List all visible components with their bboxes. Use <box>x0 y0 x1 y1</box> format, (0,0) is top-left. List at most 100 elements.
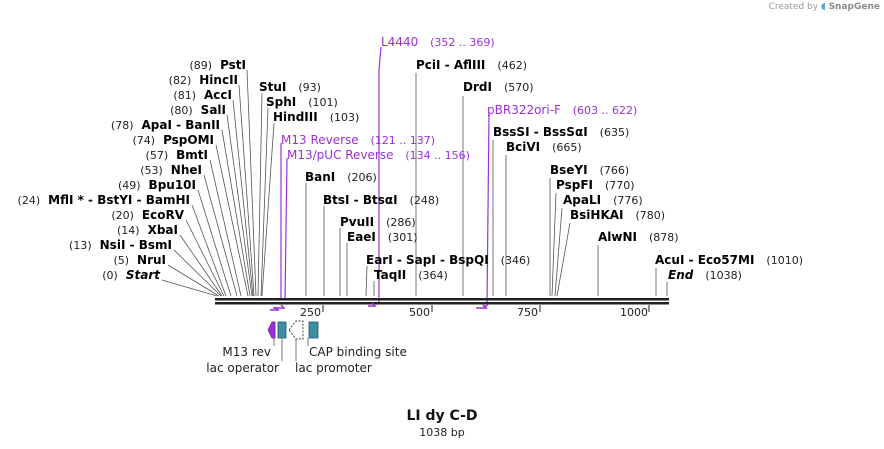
primer-m13puc-name: M13/pUC Reverse <box>287 148 394 162</box>
site-sphI-name: SphI <box>266 95 296 109</box>
site-banI: BanI (206) <box>305 170 377 184</box>
primer-pbr322-name: pBR322ori-F <box>487 103 561 117</box>
backbone-top-strand <box>215 298 669 301</box>
feature-label-m13-rev: M13 rev <box>222 345 271 359</box>
leader-hindIII <box>261 122 275 297</box>
site-bseYI-name: BseYI <box>550 163 588 177</box>
site-ecoRV: (20) EcoRV <box>111 208 184 222</box>
ruler-label-500: 500 <box>409 306 430 319</box>
site-stuI-name: StuI <box>259 80 286 94</box>
site-sphI-pos: (101) <box>308 96 338 109</box>
site-bmtI-name: BmtI <box>176 148 208 162</box>
site-bsiHKAI-name: BsiHKAI <box>570 208 624 222</box>
site-btsI-pos: (248) <box>410 194 440 207</box>
primer-l4440: L4440 (352 .. 369) <box>381 35 495 49</box>
ruler <box>322 305 650 312</box>
site-nheI: (53) NheI <box>140 163 202 177</box>
feature-glyphs <box>267 320 319 361</box>
leader-bmtI <box>209 159 242 297</box>
site-eaeI-name: EaeI <box>347 230 376 244</box>
site-salI-pos: (80) <box>170 104 193 117</box>
site-alwNI-name: AlwNI <box>598 230 637 244</box>
feature-label-lac-operator: lac operator <box>206 361 279 375</box>
primer-arrow-pbr322 <box>476 304 488 309</box>
lac-operator-box-icon <box>277 321 287 339</box>
site-start-name: Start <box>126 268 161 282</box>
site-accI-name: AccI <box>204 88 232 102</box>
ruler-label-750: 750 <box>517 306 538 319</box>
site-mflI: (24) MflI * - BstYI - BamHI <box>18 193 190 207</box>
site-hincII-pos: (82) <box>169 74 192 87</box>
credit-prefix: Created by <box>768 2 819 12</box>
site-pvuII: PvuII (286) <box>340 215 416 229</box>
site-nsiI-name: NsiI - BsmI <box>100 238 172 252</box>
snapgene-logo-icon: ◖ <box>820 2 826 12</box>
site-earI-pos: (346) <box>501 254 531 267</box>
site-ecoRV-pos: (20) <box>111 209 134 222</box>
leader-nsiI <box>173 249 222 297</box>
site-pciI-pos: (462) <box>497 59 527 72</box>
site-stuI: StuI (93) <box>259 80 321 94</box>
site-start: (0) Start <box>102 268 161 282</box>
leader-xbaI <box>179 234 223 297</box>
leader-bsiHKAI <box>556 222 571 297</box>
site-bssSI-name: BssSI - BssSαI <box>493 125 588 139</box>
site-btsI-name: BtsI - BtsαI <box>323 193 398 207</box>
site-bpu10I-name: Bpu10I <box>149 178 196 192</box>
site-drdI-pos: (570) <box>504 81 534 94</box>
site-pspOMI-pos: (74) <box>132 134 155 147</box>
site-pspFI-pos: (770) <box>605 179 635 192</box>
site-pvuII-name: PvuII <box>340 215 374 229</box>
leader-salI <box>226 114 253 297</box>
primer-labels: L4440 (352 .. 369) M13 Reverse (121 .. 1… <box>281 35 637 162</box>
leader-bpu10I <box>197 189 232 297</box>
credit-brand: SnapGene <box>828 2 880 12</box>
site-hincII-name: HincII <box>199 73 238 87</box>
site-apaLI-name: ApaLI <box>563 193 601 207</box>
leader-accI <box>232 99 254 297</box>
site-apaLI-pos: (776) <box>613 194 643 207</box>
site-drdI-name: DrdI <box>463 80 492 94</box>
site-end-name: End <box>668 268 694 282</box>
primer-l4440-name: L4440 <box>381 35 418 49</box>
leader-earI <box>365 265 368 297</box>
feature-label-lac-promoter: lac promoter <box>295 361 372 375</box>
site-ecoRV-name: EcoRV <box>142 208 185 222</box>
leader-m13rev <box>278 143 282 301</box>
site-alwNI: AlwNI (878) <box>598 230 679 244</box>
site-alwNI-pos: (878) <box>649 231 679 244</box>
site-accI: (81) AccI <box>173 88 232 102</box>
lac-promoter-arrow-icon <box>288 320 304 340</box>
primer-arrow-l4440 <box>368 302 377 307</box>
leader-m13puc <box>282 157 288 301</box>
site-bsiHKAI: BsiHKAI (780) <box>570 208 665 222</box>
primer-arrows <box>270 302 488 311</box>
site-pstI-pos: (89) <box>189 59 212 72</box>
site-acuI-pos: (1010) <box>766 254 803 267</box>
site-pstI: (89) PstI <box>189 58 246 72</box>
leader-pbr322 <box>483 113 490 307</box>
ruler-label-1000: 1000 <box>620 306 648 319</box>
site-bmtI: (57) BmtI <box>146 148 208 162</box>
ruler-labels: 250 500 750 1000 <box>300 306 648 319</box>
site-bciVI: BciVI (665) <box>506 140 582 154</box>
site-mflI-pos: (24) <box>18 194 41 207</box>
leader-sphI <box>260 107 269 297</box>
primer-m13puc: M13/pUC Reverse (134 .. 156) <box>287 148 470 162</box>
site-nheI-name: NheI <box>171 163 202 177</box>
site-pciI: PciI - AflIII (462) <box>416 58 527 72</box>
site-bmtI-pos: (57) <box>146 149 169 162</box>
site-mflI-name: MflI * - BstYI - BamHI <box>48 193 190 207</box>
site-salI-name: SalI <box>201 103 226 117</box>
snapgene-credit: Created by ◖ SnapGene <box>769 2 880 12</box>
site-taqII-pos: (364) <box>418 269 448 282</box>
primer-pbr322-range: (603 .. 622) <box>573 104 638 117</box>
feature-labels: M13 rev lac operator CAP binding site la… <box>206 345 407 375</box>
site-nruI-name: NruI <box>137 253 166 267</box>
leader-pstI <box>246 69 257 297</box>
site-nsiI: (13) NsiI - BsmI <box>69 238 172 252</box>
site-banI-name: BanI <box>305 170 335 184</box>
site-bsiHKAI-pos: (780) <box>636 209 666 222</box>
site-salI: (80) SalI <box>170 103 226 117</box>
